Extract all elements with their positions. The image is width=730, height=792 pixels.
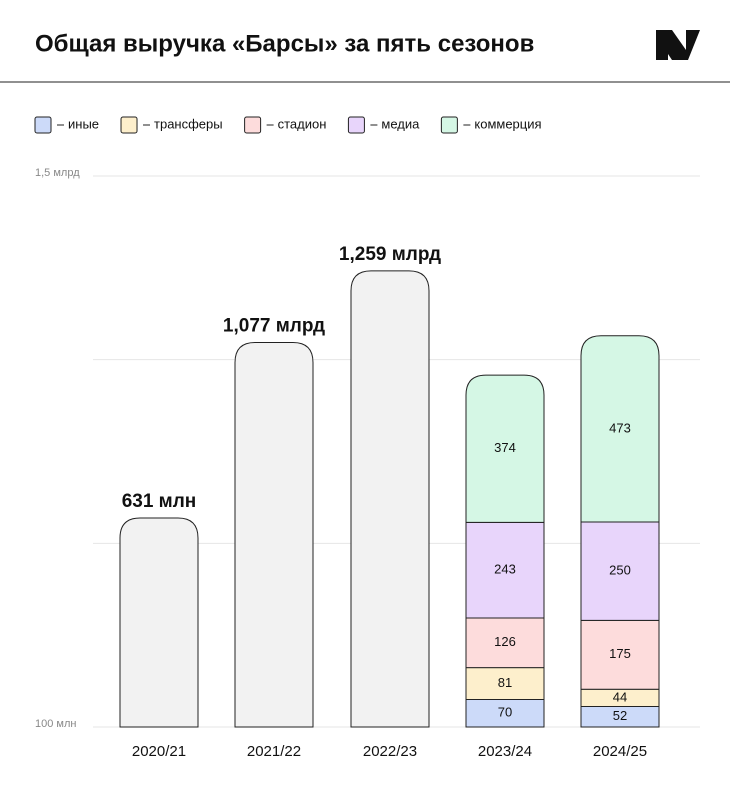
- legend-swatch: [440, 116, 458, 134]
- chart-title: Общая выручка «Барсы» за пять сезонов: [35, 30, 534, 57]
- legend-swatch: [120, 116, 138, 134]
- x-tick-label: 2021/22: [247, 743, 301, 760]
- legend-swatch: [244, 116, 262, 134]
- logo: [656, 30, 700, 60]
- bar-segment: [580, 335, 660, 523]
- legend-swatch: [34, 116, 52, 134]
- segment-label: 52: [613, 708, 627, 723]
- legend-label: коммерция: [474, 116, 541, 131]
- segment-label: 250: [609, 563, 631, 578]
- y-tick-label: 100 млн: [35, 718, 76, 730]
- legend-label: стадион: [278, 116, 327, 131]
- segment-label: 44: [613, 689, 627, 704]
- segment-label: 243: [494, 562, 516, 577]
- x-tick-label: 2022/23: [363, 743, 417, 760]
- total-bar: [119, 517, 199, 728]
- total-bar: [234, 341, 314, 728]
- bar-segment: [465, 374, 545, 523]
- legend-label: медиа: [381, 116, 420, 131]
- x-tick-label: 2023/24: [478, 743, 532, 760]
- total-bar: [350, 270, 430, 728]
- x-tick-label: 2024/25: [593, 743, 647, 760]
- segment-label: 473: [609, 420, 631, 435]
- segment-label: 70: [498, 705, 512, 720]
- total-label: 1,259 млрд: [339, 244, 441, 265]
- x-tick-label: 2020/21: [132, 743, 186, 760]
- legend-label: иные: [68, 116, 99, 131]
- total-label: 1,077 млрд: [223, 315, 325, 336]
- legend-swatch: [347, 116, 365, 134]
- segment-label: 81: [498, 675, 512, 690]
- legend-label: трансферы: [154, 116, 223, 131]
- segment-label: 374: [494, 440, 516, 455]
- segment-label: 126: [494, 634, 516, 649]
- y-tick-label: 1,5 млрд: [35, 167, 80, 179]
- total-label: 631 млн: [122, 491, 197, 512]
- segment-label: 175: [609, 646, 631, 661]
